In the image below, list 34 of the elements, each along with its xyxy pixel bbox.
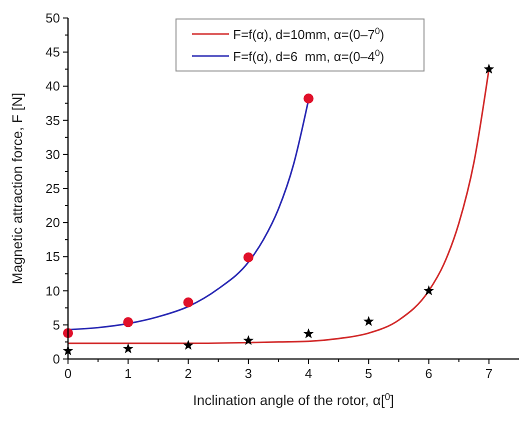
point [123,317,134,328]
x-axis-title: Inclination angle of the rotor, α[$^{0}$] [192,392,394,408]
y-tick-label: 5 [52,317,60,332]
y-tick-label: 0 [52,352,60,366]
legend-label: F=f(α), d=10mm, α=(0–7$^{0}$) [233,26,384,42]
y-tick-label: 10 [46,283,60,298]
x-tick-label: 7 [485,366,493,381]
point [424,285,434,296]
y-tick-label: 35 [46,112,60,128]
point [484,64,494,74]
x-tick-label: 0 [64,366,72,381]
x-tick-label: 4 [304,366,312,381]
point [363,316,374,326]
legend-label: F=f(α), d=6 mm, α=(0–4$^{0}$) [233,48,384,64]
point [122,343,134,354]
point [243,335,254,346]
x-tick-label: 3 [244,366,252,381]
y-tick-label: 15 [46,249,60,264]
y-tick-label: 40 [46,78,60,94]
point [303,328,314,338]
y-tick-label: 50 [46,10,60,26]
y-tick-label: 30 [46,146,60,162]
x-tick-label: 5 [365,366,372,381]
y-axis-title: Magnetic attraction force, F [N] [9,92,25,284]
point [304,93,314,104]
point [243,252,254,262]
x-tick-label: 1 [124,366,132,381]
point [183,297,194,308]
y-tick-label: 20 [46,215,60,230]
point [183,340,194,350]
x-tick-label: 6 [425,366,432,381]
x-tick-label: 2 [184,366,192,381]
y-tick-label: 45 [46,44,60,60]
y-tick-label: 25 [46,181,60,196]
